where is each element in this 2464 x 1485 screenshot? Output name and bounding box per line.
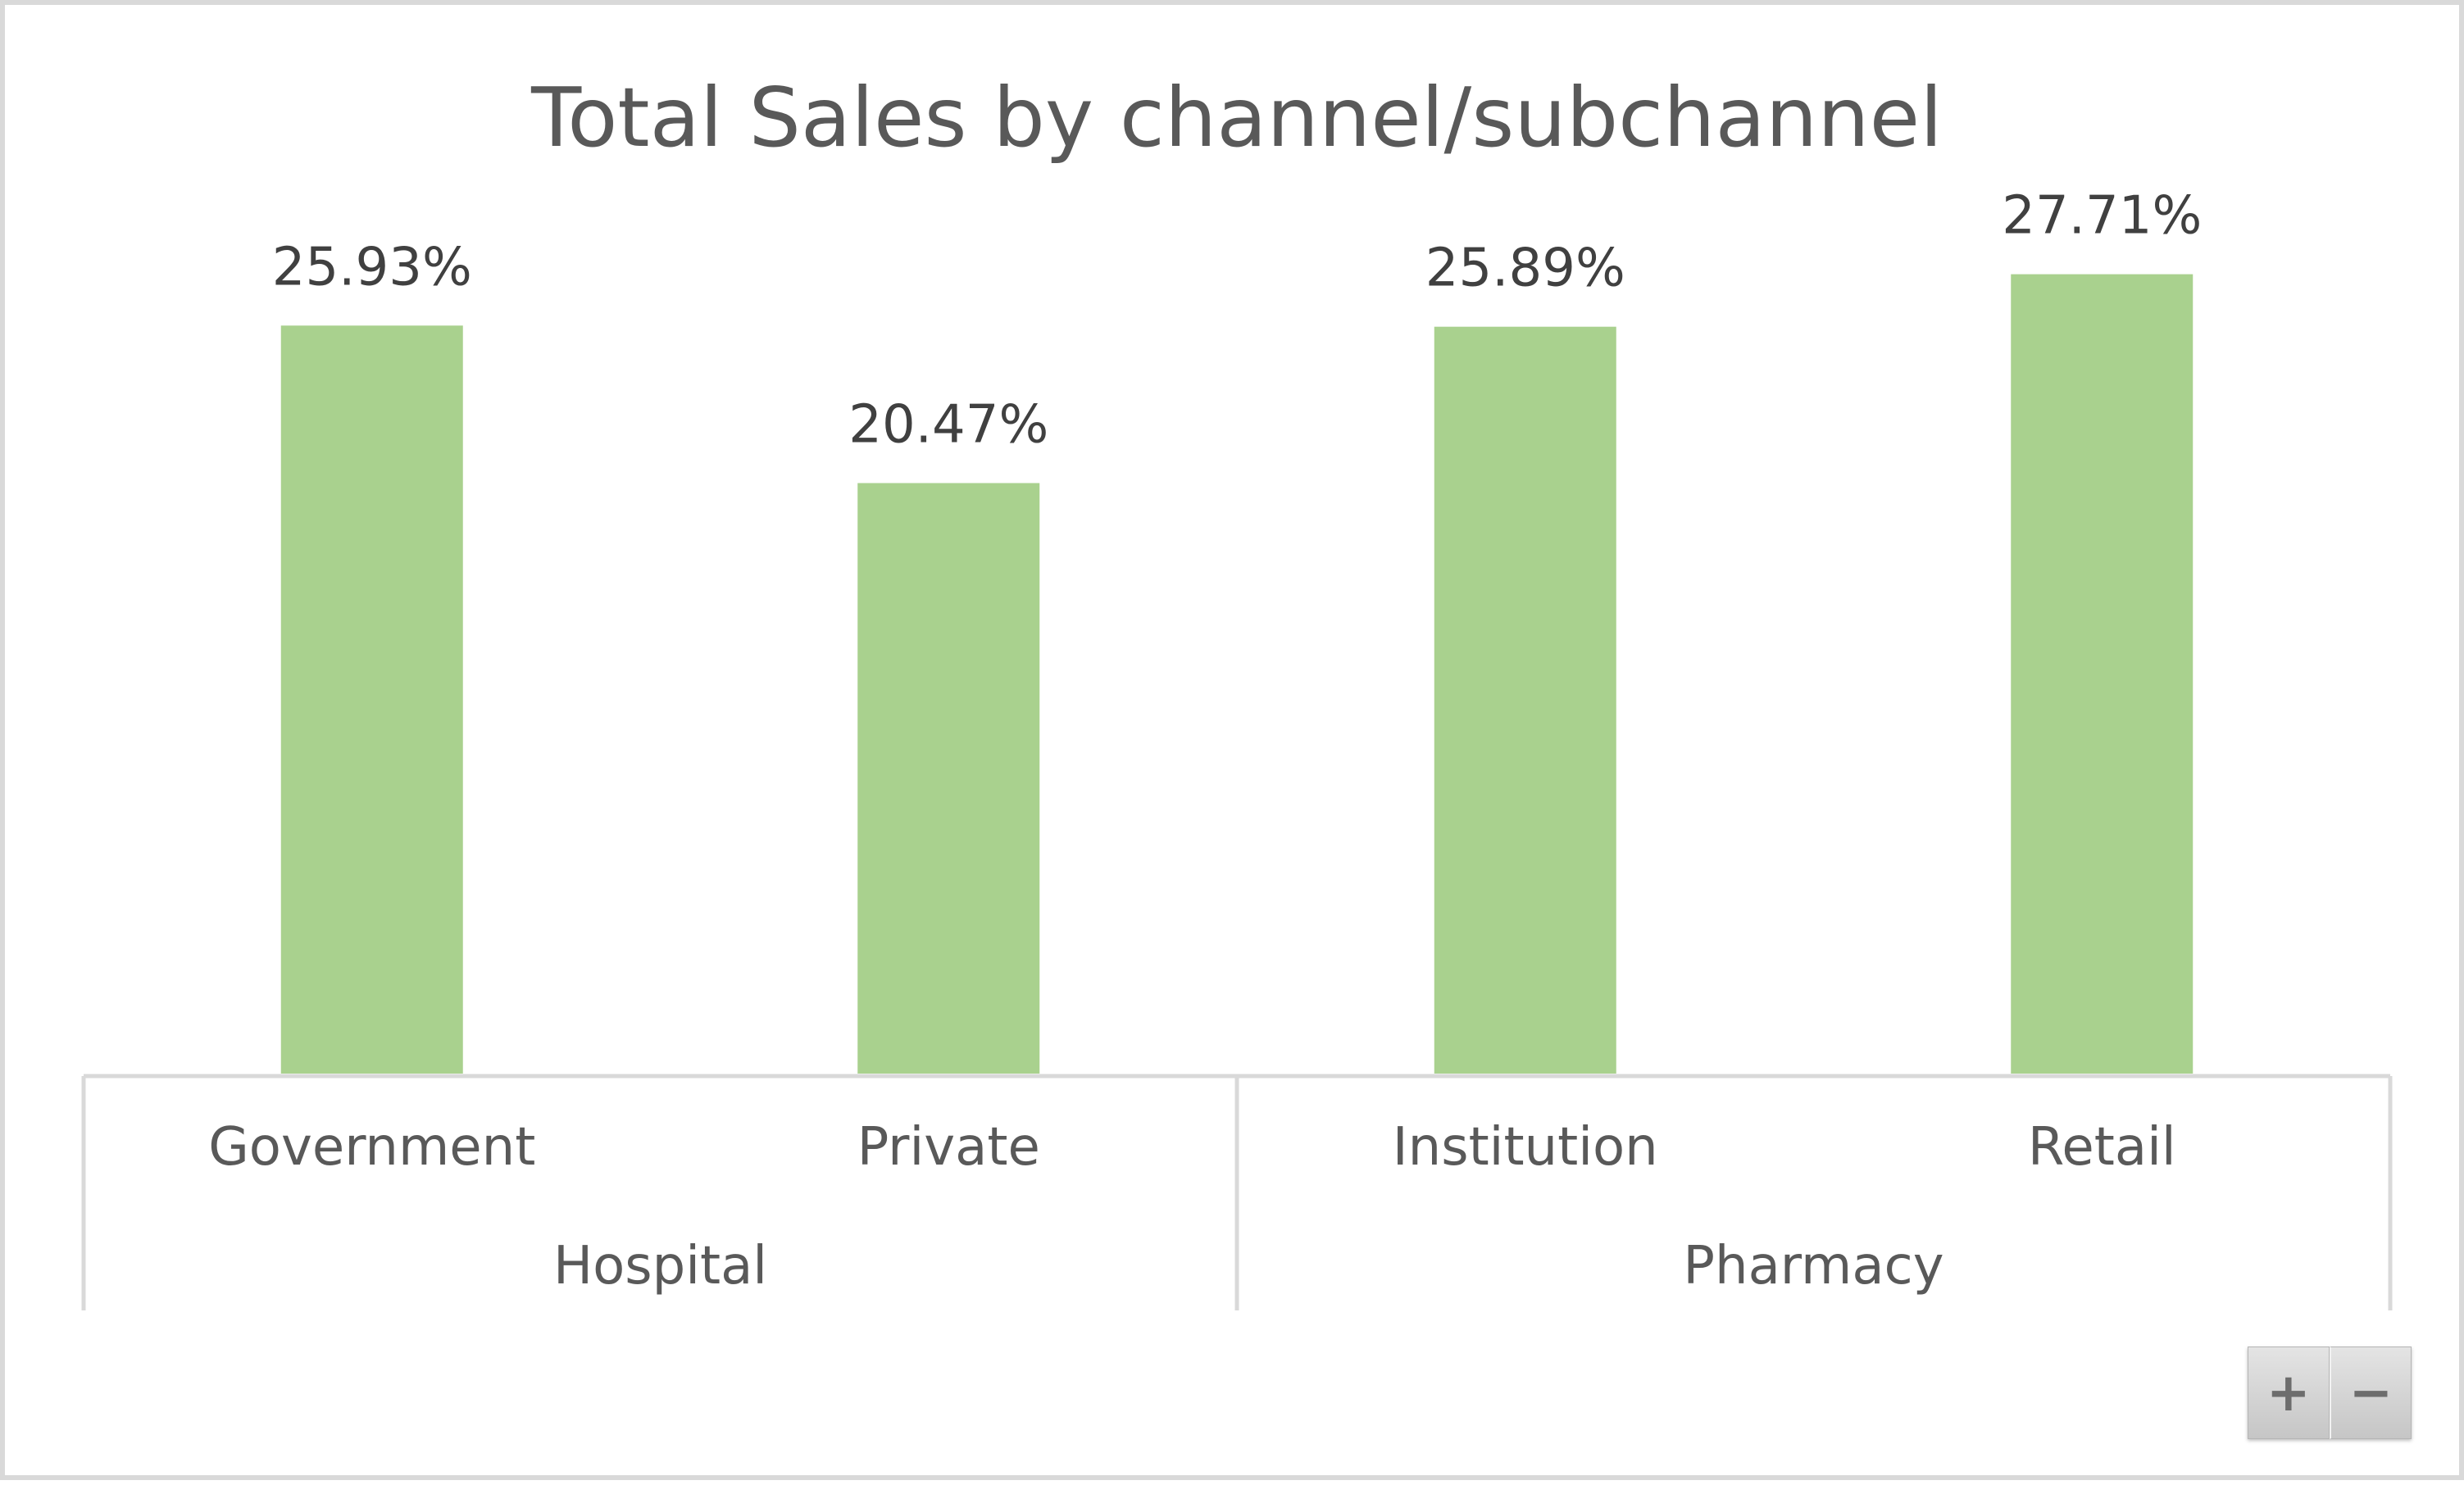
chart-title: Total Sales by channel/subchannel — [530, 70, 1943, 166]
plus-icon: + — [2266, 1362, 2311, 1424]
bar-government — [280, 325, 463, 1074]
data-label-retail: 27.71% — [2002, 186, 2202, 247]
group-label-pharmacy: Pharmacy — [1683, 1236, 1943, 1297]
zoom-in-button[interactable]: + — [2248, 1346, 2330, 1439]
category-label-institution: Institution — [1393, 1117, 1658, 1178]
zoom-out-button[interactable]: − — [2329, 1346, 2412, 1439]
data-labels-layer: 25.93% 20.47% 25.89% 27.71% — [272, 186, 2203, 456]
data-label-institution: 25.89% — [1425, 238, 1625, 299]
category-axis: Government Private Institution Retail Hospit… — [81, 1074, 2393, 1310]
zoom-controls: + − — [2248, 1346, 2412, 1439]
data-label-private: 20.47% — [848, 394, 1048, 455]
minus-icon: − — [2348, 1362, 2394, 1424]
bar-retail — [2011, 274, 2194, 1074]
data-label-government: 25.93% — [272, 237, 472, 297]
group-label-hospital: Hospital — [553, 1236, 767, 1297]
bars-layer — [280, 274, 2194, 1074]
bar-chart: Total Sales by channel/subchannel 25.93%… — [81, 70, 2393, 1310]
category-label-retail: Retail — [2028, 1117, 2176, 1178]
bar-institution — [1434, 326, 1616, 1074]
category-label-government: Government — [208, 1117, 535, 1178]
category-label-private: Private — [857, 1117, 1040, 1178]
bar-private — [857, 483, 1040, 1074]
